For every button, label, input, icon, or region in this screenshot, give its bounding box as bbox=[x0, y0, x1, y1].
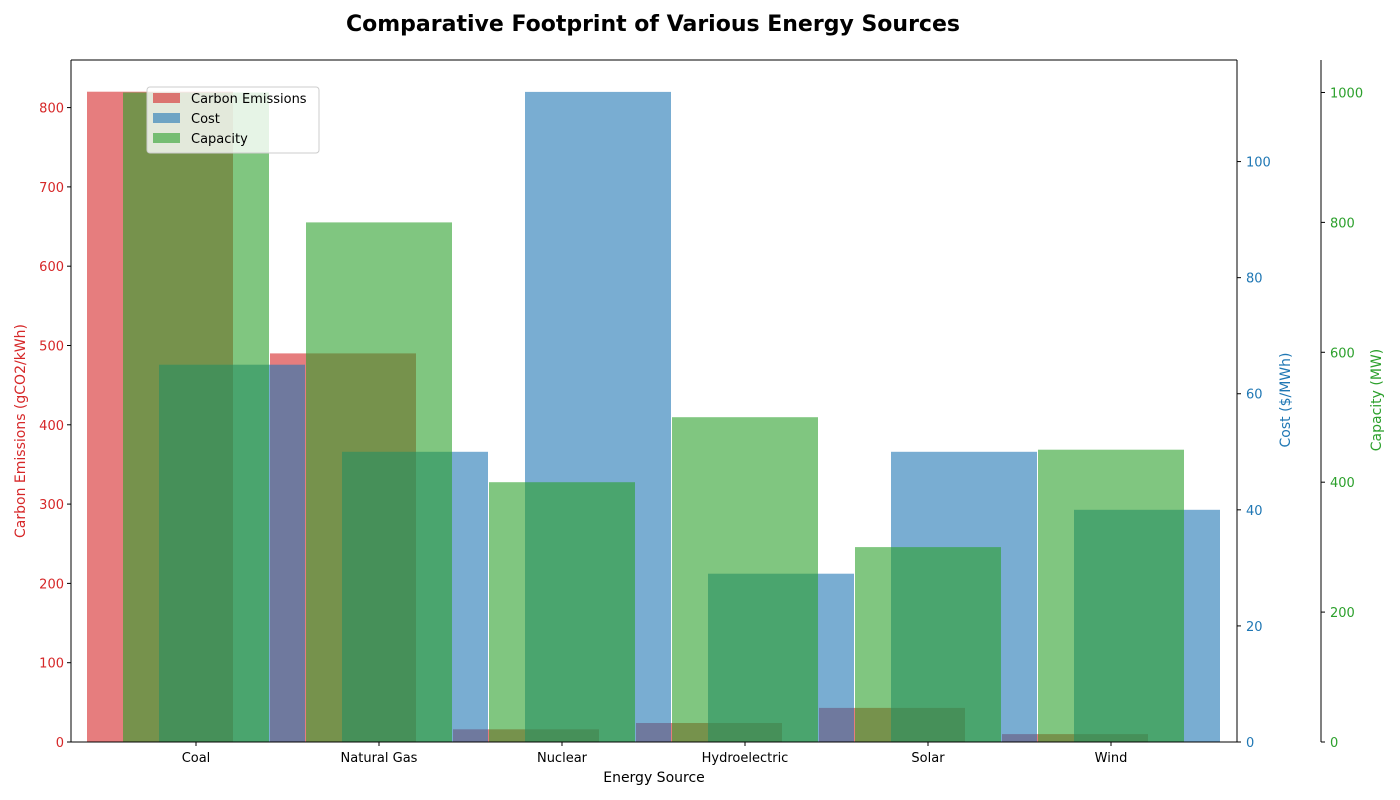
x-tick-label: Wind bbox=[1095, 751, 1128, 766]
legend-label-cost: Cost bbox=[191, 112, 220, 127]
right-y-tick-label: 60 bbox=[1246, 388, 1263, 403]
left-y-axis-label: Carbon Emissions (gCO2/kWh) bbox=[13, 324, 29, 538]
bar-capacity-nuclear bbox=[489, 482, 635, 742]
x-tick-label: Nuclear bbox=[537, 751, 588, 766]
x-tick-label: Natural Gas bbox=[341, 751, 418, 766]
bar-capacity-wind bbox=[1038, 449, 1184, 742]
legend-swatch-capacity bbox=[153, 133, 180, 143]
left-y-tick-label: 0 bbox=[56, 736, 64, 751]
legend: Carbon Emissions Cost Capacity bbox=[146, 86, 320, 154]
bars-layer bbox=[87, 91, 1220, 742]
right-y-tick-label: 0 bbox=[1246, 736, 1254, 751]
bar-capacity-solar bbox=[855, 547, 1001, 742]
legend-swatch-carbon-emissions bbox=[153, 93, 180, 103]
chart-title: Comparative Footprint of Various Energy … bbox=[346, 12, 960, 37]
x-tick-label: Coal bbox=[182, 751, 211, 766]
x-tick-label: Solar bbox=[911, 751, 945, 766]
left-y-tick-label: 600 bbox=[39, 260, 64, 275]
legend-label-capacity: Capacity bbox=[191, 132, 248, 147]
outer-right-y-tick-label: 0 bbox=[1330, 736, 1338, 751]
outer-right-y-tick-label: 800 bbox=[1330, 216, 1355, 231]
outer-right-y-axis-label: Capacity (MW) bbox=[1369, 349, 1385, 451]
bar-capacity-coal bbox=[123, 92, 269, 742]
bar-capacity-hydroelectric bbox=[672, 417, 818, 742]
left-y-tick-label: 800 bbox=[39, 102, 64, 117]
right-y-tick-label: 100 bbox=[1246, 156, 1271, 171]
bar-capacity-natural-gas bbox=[306, 222, 452, 742]
legend-swatch-cost bbox=[153, 113, 180, 123]
axes-layer: Coal Natural Gas Nuclear Hydroelectric Solar… bbox=[13, 59, 1385, 766]
outer-right-y-tick-label: 200 bbox=[1330, 606, 1355, 621]
legend-label-carbon-emissions: Carbon Emissions bbox=[191, 92, 307, 107]
left-y-tick-label: 700 bbox=[39, 181, 64, 196]
left-y-tick-label: 200 bbox=[39, 577, 64, 592]
left-y-tick-label: 400 bbox=[39, 419, 64, 434]
outer-right-y-tick-label: 400 bbox=[1330, 476, 1355, 491]
left-y-tick-label: 500 bbox=[39, 339, 64, 354]
outer-right-y-tick-label: 600 bbox=[1330, 346, 1355, 361]
left-y-tick-label: 100 bbox=[39, 657, 64, 672]
outer-right-y-tick-label: 1000 bbox=[1330, 86, 1363, 101]
right-y-axis-label: Cost ($/MWh) bbox=[1278, 353, 1294, 448]
left-y-tick-label: 300 bbox=[39, 498, 64, 513]
legend-box bbox=[146, 86, 320, 154]
right-y-tick-label: 80 bbox=[1246, 272, 1263, 287]
x-axis-label: Energy Source bbox=[603, 770, 705, 786]
x-tick-label: Hydroelectric bbox=[702, 751, 789, 766]
right-y-tick-label: 20 bbox=[1246, 620, 1263, 635]
right-y-tick-label: 40 bbox=[1246, 504, 1263, 519]
